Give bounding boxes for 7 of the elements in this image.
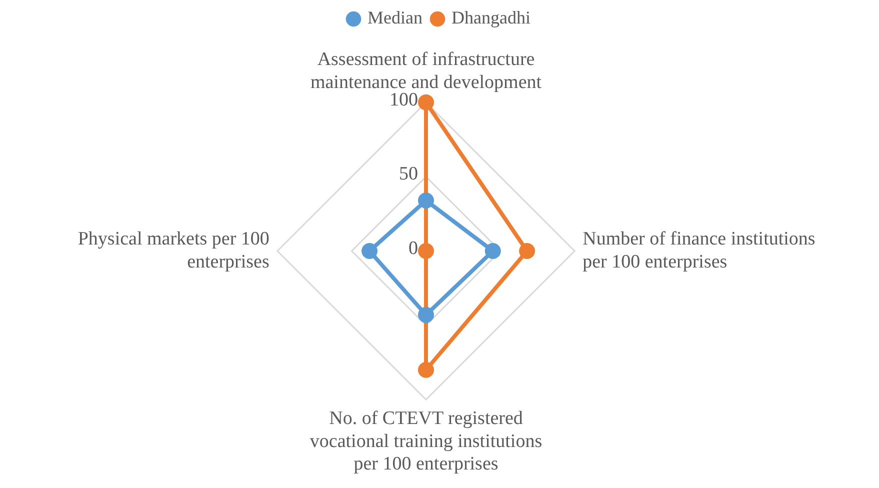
y-tick-label: 0: [408, 238, 418, 259]
spoke-label: Physical markets per 100 enterprises: [78, 228, 270, 272]
legend-label: Dhangadhi: [452, 8, 530, 28]
y-tick-label: 50: [399, 164, 418, 185]
spoke-label: Number of finance institutions per 100 enterprises: [582, 228, 816, 272]
legend-label: Median: [368, 8, 423, 28]
spoke-label: No. of CTEVT registered vocational training institutions per 100 enterprises: [310, 408, 542, 475]
